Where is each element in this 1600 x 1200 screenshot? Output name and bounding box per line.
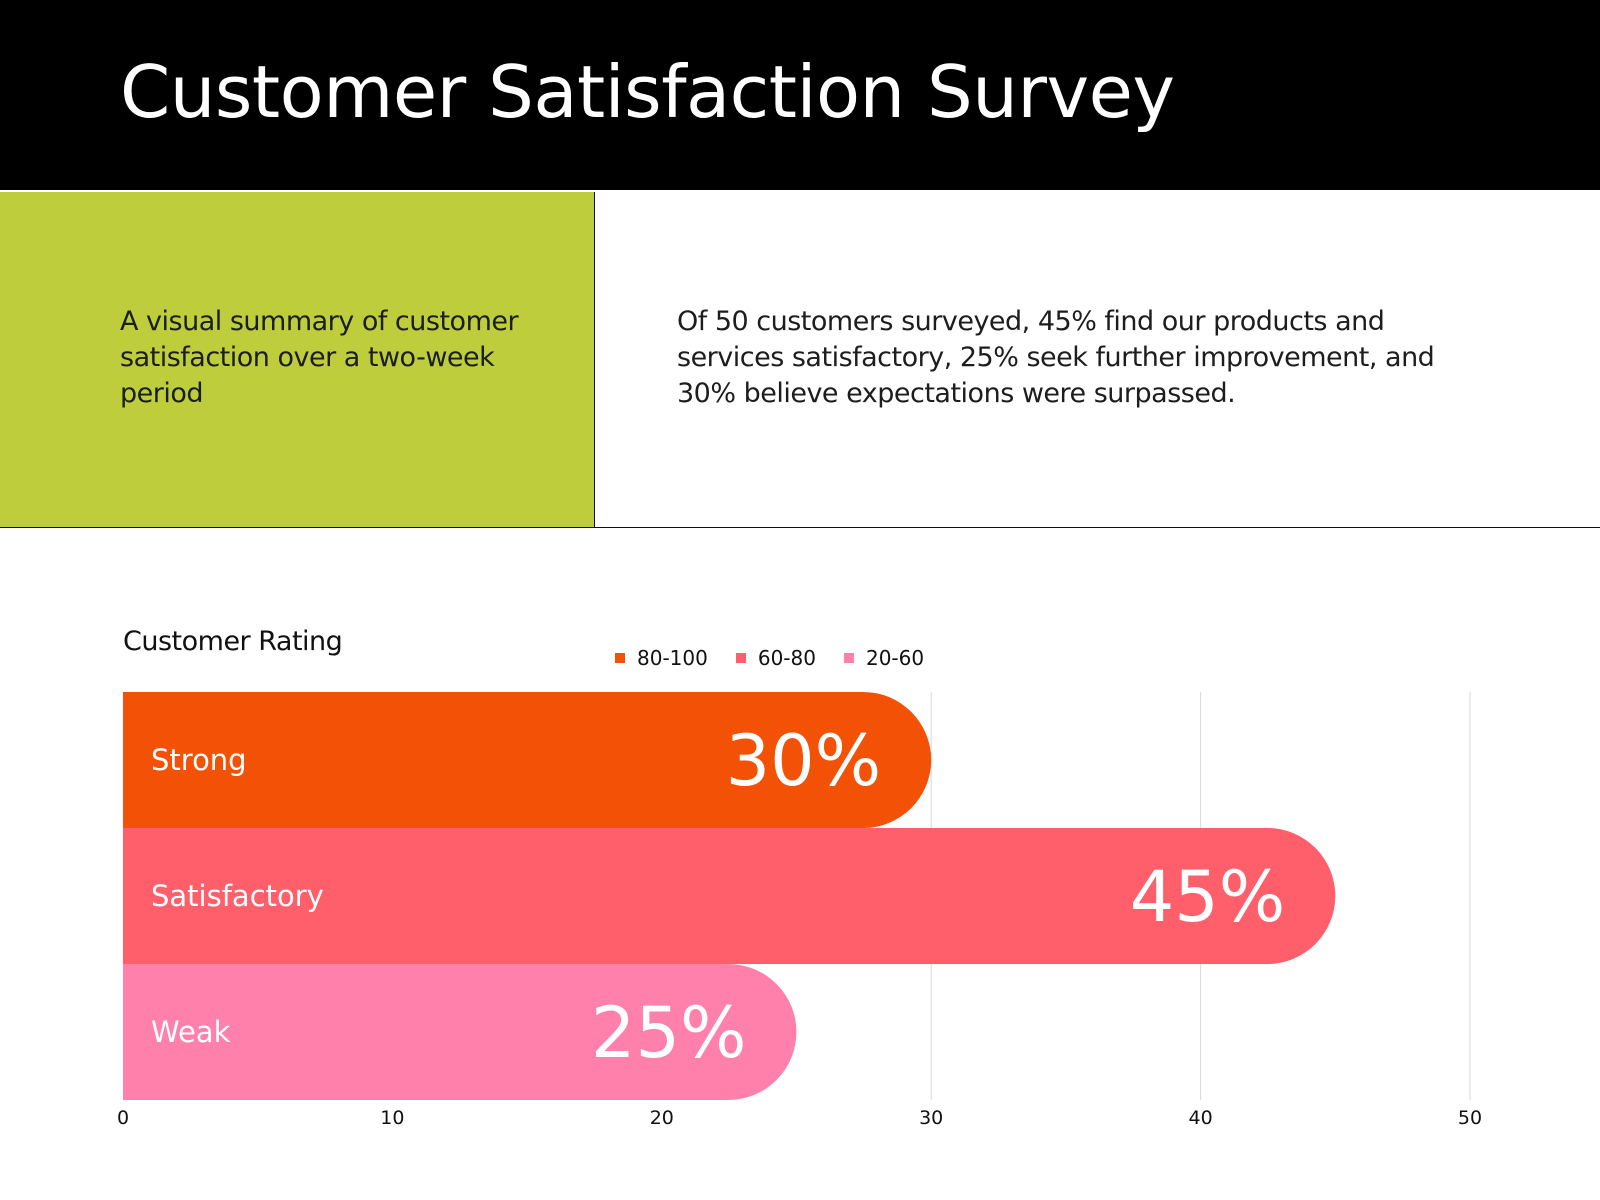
description-panel: Of 50 customers surveyed, 45% find our p… [595, 192, 1600, 528]
x-tick-label: 50 [1458, 1107, 1482, 1129]
bar-satisfactory [123, 828, 1336, 964]
legend-item-weak: 20-60 [843, 646, 925, 670]
legend-item-satisfactory: 60-80 [735, 646, 816, 670]
x-tick-label: 20 [650, 1107, 674, 1129]
chart-legend: 80-100 60-80 20-60 [615, 645, 924, 671]
x-tick-label: 30 [919, 1107, 943, 1129]
bar-value-label: 25% [591, 992, 747, 1074]
bar-category-label: Weak [151, 1015, 231, 1049]
summary-panel: A visual summary of customer satisfactio… [0, 192, 595, 528]
bar-category-label: Satisfactory [151, 879, 324, 913]
chart-title: Customer Rating [123, 626, 343, 657]
bar-strong [123, 692, 932, 828]
bar-value-label: 45% [1130, 856, 1286, 938]
x-tick-label: 40 [1189, 1107, 1213, 1129]
description-text: Of 50 customers surveyed, 45% find our p… [677, 306, 1435, 409]
bar-weak [123, 964, 797, 1100]
legend-label: 20-60 [865, 646, 925, 670]
legend-swatch [735, 653, 746, 663]
summary-text: A visual summary of customer satisfactio… [120, 306, 519, 409]
legend-label: 60-80 [757, 646, 816, 670]
legend-item-strong: 80-100 [615, 646, 708, 670]
legend-swatch [843, 653, 854, 663]
page-title: Customer Satisfaction Survey [120, 50, 1175, 134]
header-bar: Customer Satisfaction Survey [0, 0, 1600, 190]
bar-value-label: 30% [726, 720, 882, 802]
legend-label: 80-100 [637, 646, 708, 670]
x-tick-label: 10 [380, 1107, 404, 1129]
legend-swatch [615, 653, 625, 663]
x-tick-label: 0 [117, 1107, 129, 1129]
bar-category-label: Strong [151, 743, 247, 777]
